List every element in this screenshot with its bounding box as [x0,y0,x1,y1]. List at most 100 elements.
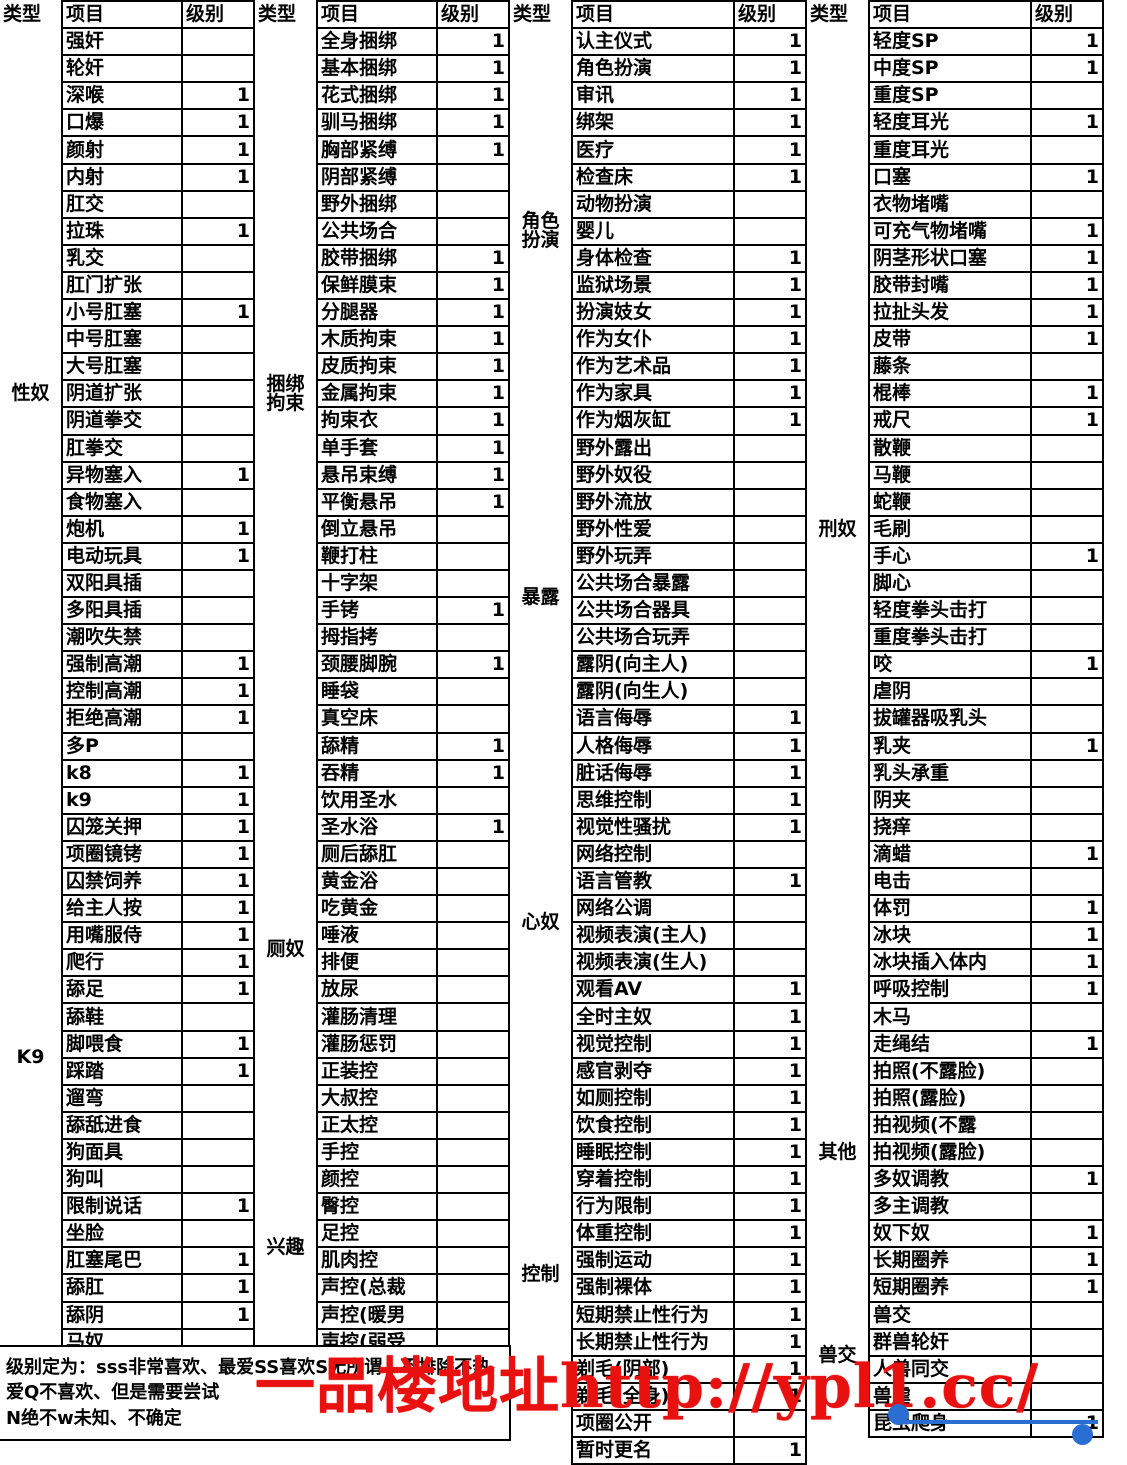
level-cell[interactable] [1030,1002,1104,1032]
level-cell[interactable] [733,514,807,544]
item-cell[interactable]: 真空床 [316,704,438,734]
table-row[interactable]: 双阳具插 [0,568,255,599]
level-cell[interactable] [181,487,255,517]
item-cell[interactable]: 多阳具插 [61,596,183,626]
table-row[interactable]: 口爆 1 [0,108,255,138]
item-cell[interactable]: 肛拳交 [61,433,183,463]
table-row[interactable]: 强制高潮 1 [0,650,255,680]
item-cell[interactable]: 重度耳光 [868,135,1032,165]
item-cell[interactable]: 项圈镜铐 [61,839,183,870]
item-cell[interactable]: 口爆 [61,108,183,138]
item-cell[interactable]: 手心 [868,541,1032,571]
item-cell[interactable]: 藤条 [868,352,1032,382]
item-cell[interactable]: 项圈公开 [571,1408,735,1438]
table-row[interactable]: 网络控制 [510,839,807,870]
level-cell[interactable] [181,596,255,626]
level-cell[interactable]: 1 [436,270,510,301]
item-cell[interactable]: 散鞭 [868,433,1032,463]
item-cell[interactable]: 颜射 [61,135,183,165]
level-cell[interactable]: 1 [733,1110,807,1140]
level-cell[interactable] [733,894,807,924]
level-cell[interactable] [1030,812,1104,842]
level-cell[interactable]: 1 [436,243,510,273]
level-cell[interactable]: 1 [1030,1408,1104,1438]
level-cell[interactable] [436,948,510,978]
level-cell[interactable] [436,785,510,815]
level-cell[interactable]: 1 [436,379,510,409]
item-cell[interactable]: 呼吸控制 [868,975,1032,1005]
item-cell[interactable]: 暂时更名 [571,1435,735,1465]
item-cell[interactable]: 金属拘束 [316,379,438,409]
item-cell[interactable]: 咬 [868,650,1032,680]
item-cell[interactable]: 狗面具 [61,1137,183,1168]
table-row[interactable]: 拉扯头发 1 [807,298,1104,328]
table-row[interactable]: 毛刷 [807,514,1104,544]
item-cell[interactable]: 圣水浴 [316,812,438,842]
item-cell[interactable]: 吃黄金 [316,894,438,924]
level-cell[interactable] [181,352,255,382]
table-row[interactable]: 声控(总裁 [255,1273,510,1303]
table-row[interactable]: 思维控制 1 [510,785,807,815]
level-cell[interactable] [436,1165,510,1195]
item-cell[interactable]: 体罚 [868,894,1032,924]
level-cell[interactable]: 1 [436,135,510,165]
item-cell[interactable]: 灌肠清理 [316,1002,438,1032]
item-cell[interactable]: 唾液 [316,921,438,951]
table-row[interactable]: 踩踏 1 [0,1056,255,1086]
table-row[interactable]: 露阴(向生人) [510,677,807,707]
item-cell[interactable]: 大叔控 [316,1083,438,1113]
table-row[interactable]: 金属拘束 1 [255,379,510,409]
level-cell[interactable] [436,514,510,544]
table-row[interactable]: 其他 走绳结 1 [807,1029,1104,1275]
item-cell[interactable]: 思维控制 [571,785,735,815]
category-label[interactable]: K9 [0,759,62,1356]
table-row[interactable]: 爬行 1 [0,948,255,978]
item-cell[interactable]: 手控 [316,1137,438,1168]
item-cell[interactable]: 强奸 [61,27,183,57]
table-row[interactable]: 感官剥夺 1 [510,1056,807,1086]
item-cell[interactable]: k8 [61,758,183,788]
table-row[interactable]: 公共场合 [255,216,510,246]
level-cell[interactable]: 1 [733,812,807,842]
table-row[interactable]: k9 1 [0,785,255,815]
item-cell[interactable]: 潮吹失禁 [61,623,183,653]
level-cell[interactable]: 1 [1030,406,1104,436]
table-row[interactable]: 大叔控 [255,1083,510,1113]
level-cell[interactable]: 1 [1030,731,1104,761]
level-cell[interactable]: 1 [181,975,255,1005]
table-row[interactable]: 作为烟灰缸 1 [510,406,807,436]
item-cell[interactable]: 网络控制 [571,839,735,870]
item-cell[interactable]: 声控(暖男 [316,1300,438,1330]
category-label[interactable]: 角色 扮演 [510,28,572,435]
table-row[interactable]: 项圈镜铐 1 [0,839,255,870]
table-row[interactable]: 奴下奴 1 [807,1219,1104,1249]
level-cell[interactable]: 1 [181,460,255,490]
table-row[interactable]: 肛交 [0,189,255,219]
item-cell[interactable]: 灌肠惩罚 [316,1029,438,1059]
item-cell[interactable]: 黄金浴 [316,866,438,897]
level-cell[interactable]: 1 [733,243,807,273]
level-cell[interactable]: 1 [436,352,510,382]
level-cell[interactable]: 1 [436,596,510,626]
table-row[interactable]: 大号肛塞 [0,352,255,382]
table-row[interactable]: 全时主奴 1 [510,1002,807,1032]
level-cell[interactable] [1030,1381,1104,1411]
item-cell[interactable]: 木马 [868,1002,1032,1032]
table-row[interactable]: 正装控 [255,1056,510,1086]
table-row[interactable]: 拘束衣 1 [255,406,510,436]
table-row[interactable]: 花式捆绑 1 [255,81,510,111]
level-cell[interactable]: 1 [733,1273,807,1303]
item-cell[interactable]: 限制说话 [61,1192,183,1222]
item-cell[interactable]: 野外流放 [571,487,735,517]
level-cell[interactable]: 1 [1030,1219,1104,1249]
item-cell[interactable]: 挠痒 [868,812,1032,842]
table-row[interactable]: 强制运动 1 [510,1246,807,1276]
level-cell[interactable] [1030,135,1104,165]
level-cell[interactable] [436,1137,510,1168]
level-cell[interactable] [436,975,510,1005]
table-row[interactable]: 可充气物堵嘴 1 [807,216,1104,246]
level-cell[interactable]: 1 [181,1300,255,1330]
table-row[interactable]: 穿着控制 1 [510,1165,807,1195]
item-cell[interactable]: 舔肛 [61,1273,183,1303]
table-row[interactable]: 倒立悬吊 [255,514,510,544]
